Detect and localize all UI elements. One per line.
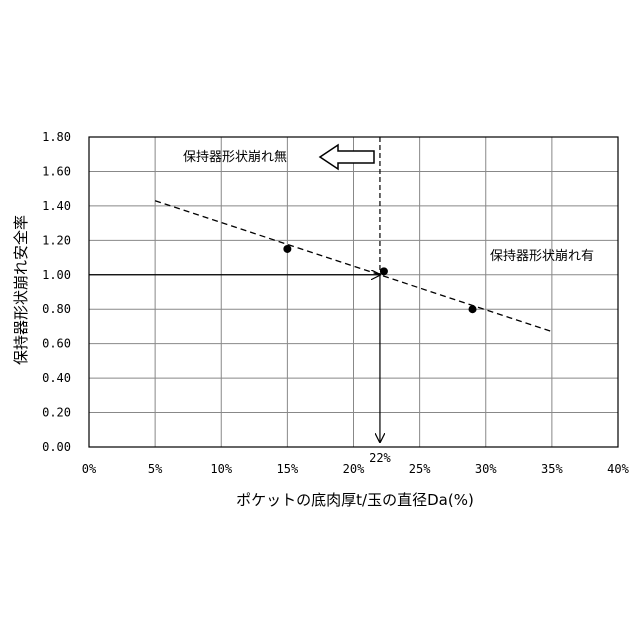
data-point [283, 245, 291, 253]
y-tick-label: 1.40 [42, 199, 71, 213]
y-tick-label: 1.00 [42, 268, 71, 282]
left-arrow-icon [320, 145, 374, 169]
x-axis-tick-labels: 0% 5% 10% 15% 20% 25% 30% 35% 40% [82, 462, 630, 476]
x-tick-label: 30% [475, 462, 497, 476]
y-tick-label: 1.60 [42, 164, 71, 178]
x-tick-label: 0% [82, 462, 97, 476]
x-axis-title: ポケットの底肉厚t/玉の直径Da(%) [236, 491, 474, 509]
grid [89, 137, 618, 447]
x-tick-label: 5% [148, 462, 163, 476]
x-tick-label: 10% [210, 462, 232, 476]
threshold-label: 22% [369, 451, 391, 465]
y-tick-label: 0.80 [42, 302, 71, 316]
annotation-deformation: 保持器形状崩れ有 [490, 249, 594, 264]
x-tick-label: 25% [409, 462, 431, 476]
y-tick-label: 0.40 [42, 371, 71, 385]
y-tick-label: 0.20 [42, 406, 71, 420]
y-tick-label: 0.60 [42, 337, 71, 351]
x-tick-label: 15% [277, 462, 299, 476]
y-tick-label: 1.20 [42, 233, 71, 247]
data-point [380, 267, 388, 275]
y-tick-label: 0.00 [42, 440, 71, 454]
y-axis-tick-labels: 0.00 0.20 0.40 0.60 0.80 1.00 1.20 1.40 1.60 1.80 [42, 130, 71, 454]
data-point [469, 305, 477, 313]
x-tick-label: 40% [607, 462, 629, 476]
y-axis-title: 保持器形状崩れ安全率 [12, 215, 30, 365]
x-tick-label: 20% [343, 462, 365, 476]
annotation-no-deformation: 保持器形状崩れ無 [183, 150, 287, 165]
x-tick-label: 35% [541, 462, 563, 476]
y-tick-label: 1.80 [42, 130, 71, 144]
